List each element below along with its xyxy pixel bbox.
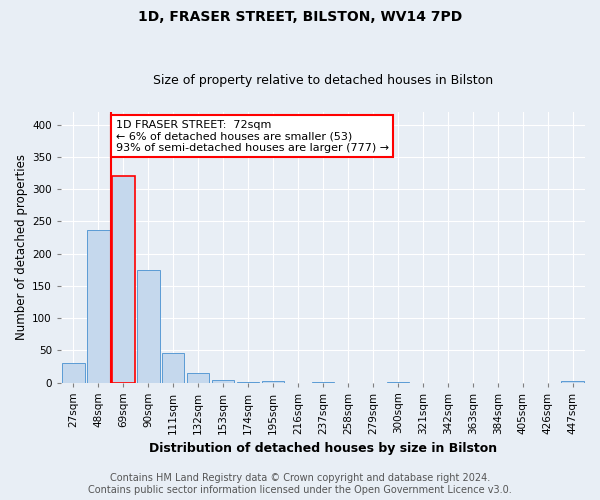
Text: Contains HM Land Registry data © Crown copyright and database right 2024.
Contai: Contains HM Land Registry data © Crown c…: [88, 474, 512, 495]
Bar: [62, 363, 85, 382]
Bar: [162, 353, 184, 382]
Bar: [112, 176, 134, 382]
Bar: [561, 381, 584, 382]
Bar: [212, 380, 235, 382]
Bar: [187, 373, 209, 382]
X-axis label: Distribution of detached houses by size in Bilston: Distribution of detached houses by size …: [149, 442, 497, 455]
Bar: [262, 381, 284, 382]
Bar: [137, 270, 160, 382]
Title: Size of property relative to detached houses in Bilston: Size of property relative to detached ho…: [153, 74, 493, 87]
Text: 1D FRASER STREET:  72sqm
← 6% of detached houses are smaller (53)
93% of semi-de: 1D FRASER STREET: 72sqm ← 6% of detached…: [116, 120, 389, 152]
Y-axis label: Number of detached properties: Number of detached properties: [15, 154, 28, 340]
Bar: [87, 230, 110, 382]
Text: 1D, FRASER STREET, BILSTON, WV14 7PD: 1D, FRASER STREET, BILSTON, WV14 7PD: [138, 10, 462, 24]
